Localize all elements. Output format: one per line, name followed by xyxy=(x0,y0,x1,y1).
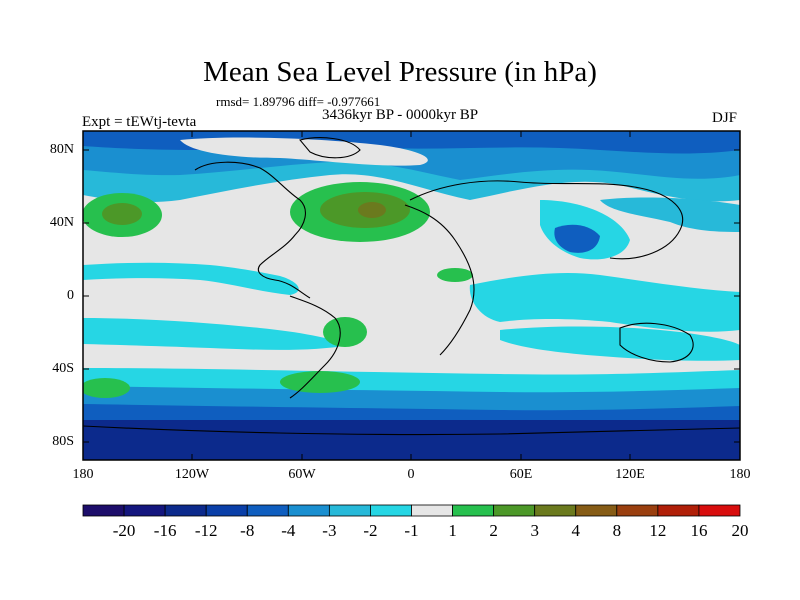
colorbar-swatch xyxy=(657,504,700,517)
pacific-high-core xyxy=(102,203,142,225)
experiment-label: Expt = tEWtj-tevta xyxy=(82,114,197,130)
season-label: DJF xyxy=(712,110,738,126)
south-america-coast xyxy=(289,295,341,399)
y-tick-label: 0 xyxy=(67,288,74,303)
africa-high xyxy=(437,268,473,282)
africa-coast xyxy=(404,204,475,356)
south-america-high xyxy=(280,371,360,393)
colorbar xyxy=(82,504,741,517)
colorbar-swatch xyxy=(534,504,577,517)
x-tick-label: 120W xyxy=(174,467,210,482)
colorbar-swatch xyxy=(205,504,248,517)
north-america-coast xyxy=(194,161,311,299)
colorbar-swatch xyxy=(328,504,371,517)
colorbar-label: 4 xyxy=(571,521,581,540)
y-tick-label: 40N xyxy=(49,215,74,230)
colorbar-swatch xyxy=(411,504,453,517)
colorbar-swatch xyxy=(493,504,536,517)
x-tick-label: 60W xyxy=(288,467,316,482)
stats-text: rmsd= 1.89796 diff= -0.977661 xyxy=(216,94,381,109)
colorbar-label: -16 xyxy=(153,521,177,540)
colorbar-label: 1 xyxy=(448,521,457,540)
south-atlantic-high xyxy=(323,317,367,347)
atlantic-high-core xyxy=(358,202,386,218)
greenland-coast xyxy=(299,137,361,159)
antarctic-blue xyxy=(83,420,740,460)
colorbar-label: -2 xyxy=(363,521,378,540)
southern-cyan-west xyxy=(83,318,350,350)
x-tick-label: 0 xyxy=(407,467,415,482)
colorbar-swatch xyxy=(575,504,618,517)
colorbar-label: -12 xyxy=(194,521,218,540)
colorbar-swatch xyxy=(246,504,289,517)
colorbar-label: 12 xyxy=(649,521,667,540)
axis-ticks xyxy=(83,131,740,460)
coastlines xyxy=(83,137,740,436)
colorbar-label: 20 xyxy=(731,521,749,540)
colorbar-swatch xyxy=(123,504,166,517)
y-tick-label: 40S xyxy=(52,361,74,376)
map-field xyxy=(83,131,740,460)
colorbar-swatch xyxy=(452,504,495,517)
colorbar-swatch xyxy=(82,504,125,517)
colorbar-label: 3 xyxy=(530,521,539,540)
colorbar-label: -8 xyxy=(240,521,255,540)
colorbar-swatch xyxy=(698,504,741,517)
south-pacific-high xyxy=(83,378,130,398)
arctic-neutral-patch xyxy=(180,137,428,166)
tropical-cyan-east xyxy=(469,273,740,332)
pacific-north-cyan xyxy=(600,197,740,232)
colorbar-label: 2 xyxy=(489,521,498,540)
colorbar-swatch xyxy=(164,504,207,517)
colorbar-swatch xyxy=(370,504,412,517)
eurasia-coast xyxy=(409,180,683,260)
colorbar-label: 8 xyxy=(612,521,622,540)
x-tick-label: 120E xyxy=(615,467,645,482)
colorbar-label: 16 xyxy=(690,521,708,540)
tropical-cyan-west xyxy=(83,262,299,295)
y-tick-label: 80N xyxy=(49,142,74,157)
colorbar-label: -4 xyxy=(281,521,296,540)
x-tick-label: 60E xyxy=(509,467,533,482)
antarctica-coast xyxy=(83,425,740,436)
colorbar-swatch xyxy=(287,504,330,517)
map-title: Mean Sea Level Pressure (in hPa) xyxy=(203,56,597,88)
australia-coast xyxy=(619,322,694,363)
colorbar-label: -3 xyxy=(322,521,337,540)
colorbar-label: -20 xyxy=(112,521,136,540)
x-tick-label: 180 xyxy=(72,467,94,482)
colorbar-swatch xyxy=(616,504,659,517)
x-tick-label: 180 xyxy=(729,467,751,482)
asia-blue-low xyxy=(554,224,600,253)
period-text: 3436kyr BP - 0000kyr BP xyxy=(322,107,479,123)
y-tick-label: 80S xyxy=(52,434,74,449)
colorbar-label: -1 xyxy=(404,521,419,540)
